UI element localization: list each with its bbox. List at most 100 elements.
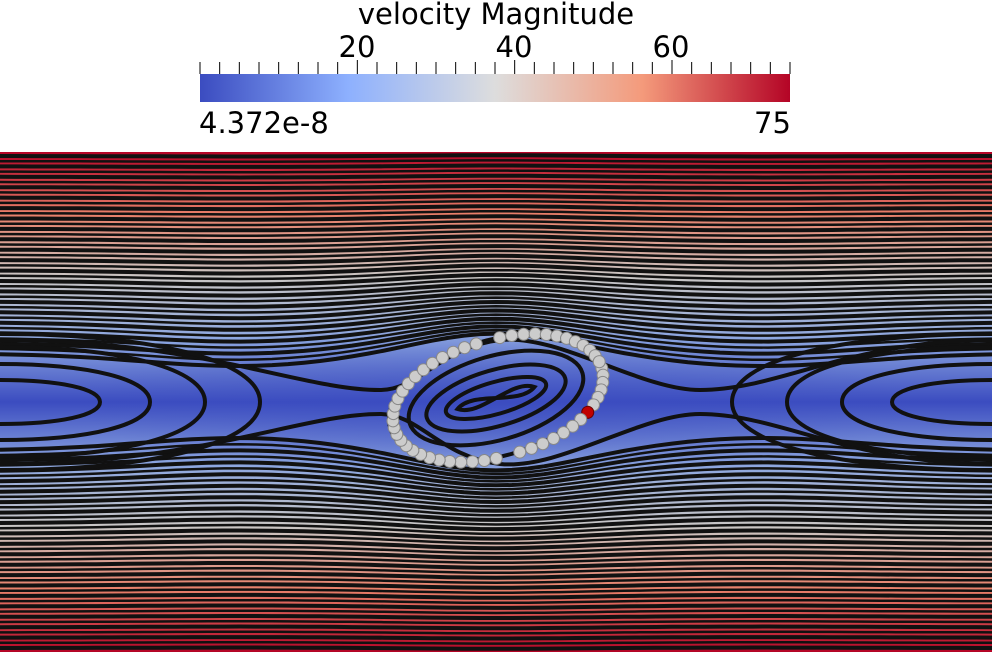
streamline-lower <box>0 501 992 517</box>
streamline-lower <box>0 517 992 532</box>
streamline-upper <box>0 204 992 212</box>
closed-streamline <box>424 362 568 434</box>
colorbar-min-label: 4.372e-8 <box>199 106 329 140</box>
colorbar-gradient <box>200 74 790 102</box>
streamline-upper <box>0 291 992 309</box>
vortex-loop-right <box>729 332 992 472</box>
streamline-upper <box>0 299 992 321</box>
figure-eight-streamline <box>454 383 538 413</box>
streamline-upper <box>0 263 992 276</box>
streamline-upper <box>0 268 992 281</box>
streamline-lower <box>0 467 992 491</box>
streamline-lower <box>0 571 992 580</box>
streamline-lower <box>0 620 992 625</box>
streamline-lower <box>0 442 992 476</box>
streamline-upper <box>0 316 992 344</box>
streamline-upper <box>0 199 992 206</box>
streamline-lower <box>0 577 992 584</box>
streamline-upper <box>0 239 992 248</box>
colorbar <box>199 60 791 102</box>
streamline-upper <box>0 328 992 362</box>
streamline-upper <box>0 230 992 237</box>
closed-streamline <box>406 348 586 448</box>
streamline-upper <box>0 296 992 314</box>
colorbar-title: velocity Magnitude <box>357 0 635 31</box>
streamline-upper <box>0 278 992 292</box>
streamline-upper <box>0 234 992 243</box>
streamline-upper <box>0 249 992 259</box>
streamline-lower <box>0 472 992 496</box>
streamline-lower <box>0 603 992 610</box>
streamline-lower <box>0 539 992 551</box>
particle <box>592 355 606 369</box>
streamline-upper <box>0 305 992 326</box>
closed-streamline <box>443 374 549 422</box>
vortex-loop-right <box>784 345 992 459</box>
colorbar-tick-label-60: 60 <box>652 30 690 64</box>
streamline-upper <box>0 214 992 222</box>
streamline-lower <box>0 630 992 635</box>
streamline-upper <box>0 282 992 298</box>
particle-ring <box>386 327 610 469</box>
streamline-upper <box>0 163 992 169</box>
streamline-upper <box>0 173 992 180</box>
streamline-upper <box>0 308 992 332</box>
streamline-lower <box>0 641 992 645</box>
streamline-upper <box>0 220 992 227</box>
streamline-upper <box>0 287 992 303</box>
colorbar-ticks <box>199 60 791 74</box>
streamline-upper <box>0 189 992 195</box>
vortex-loop-left <box>0 345 208 459</box>
streamline-upper <box>0 169 992 174</box>
streamline-lower <box>0 460 992 488</box>
streamline-lower <box>0 495 992 513</box>
streamline-lower <box>0 556 992 565</box>
vortex-loop-left <box>0 362 153 442</box>
colorbar-tick-label-20: 20 <box>338 30 376 64</box>
streamline-lower <box>0 588 992 594</box>
streamline-lower <box>0 478 992 499</box>
streamline-upper <box>0 253 992 265</box>
particle <box>469 337 483 351</box>
colorbar-tick-label-40: 40 <box>495 30 533 64</box>
streamline-lower <box>0 512 992 526</box>
streamline-lower <box>0 483 992 505</box>
streamline-lower <box>0 506 992 522</box>
streamlines <box>0 153 992 651</box>
streamline-upper <box>0 272 992 287</box>
flow-field-view[interactable] <box>0 152 992 652</box>
streamline-upper <box>0 179 992 184</box>
streamline-lower <box>0 490 992 508</box>
streamline-lower <box>0 550 992 560</box>
vortex-loop-right <box>839 362 992 442</box>
streamline-lower <box>0 598 992 605</box>
particle <box>513 445 527 459</box>
vortex-loop-right <box>889 378 992 426</box>
streamline-lower <box>0 592 992 600</box>
streamline-upper <box>0 159 992 163</box>
streamline-lower <box>0 624 992 631</box>
streamline-upper <box>0 313 992 337</box>
streamline-lower <box>0 545 992 555</box>
colorbar-max-label: 75 <box>754 106 791 140</box>
streamline-upper <box>0 184 992 190</box>
streamline-upper <box>0 153 992 159</box>
streamline-lower <box>0 528 992 541</box>
streamline-upper <box>0 224 992 233</box>
separatrix-lower <box>0 411 992 467</box>
streamline-lower <box>0 561 992 570</box>
streamline-lower <box>0 635 992 641</box>
streamline-lower <box>0 567 992 574</box>
streamline-lower <box>0 534 992 545</box>
streamline-lower <box>0 582 992 590</box>
vortex-loop-left <box>0 332 263 472</box>
streamline-lower <box>0 645 992 651</box>
vortex-loop-left <box>0 378 103 426</box>
streamline-lower <box>0 609 992 615</box>
streamline-upper <box>0 210 992 216</box>
streamline-lower <box>0 523 992 536</box>
streamline-upper <box>0 259 992 270</box>
streamline-upper <box>0 244 992 254</box>
streamline-lower <box>0 614 992 620</box>
streamline-upper <box>0 194 992 201</box>
